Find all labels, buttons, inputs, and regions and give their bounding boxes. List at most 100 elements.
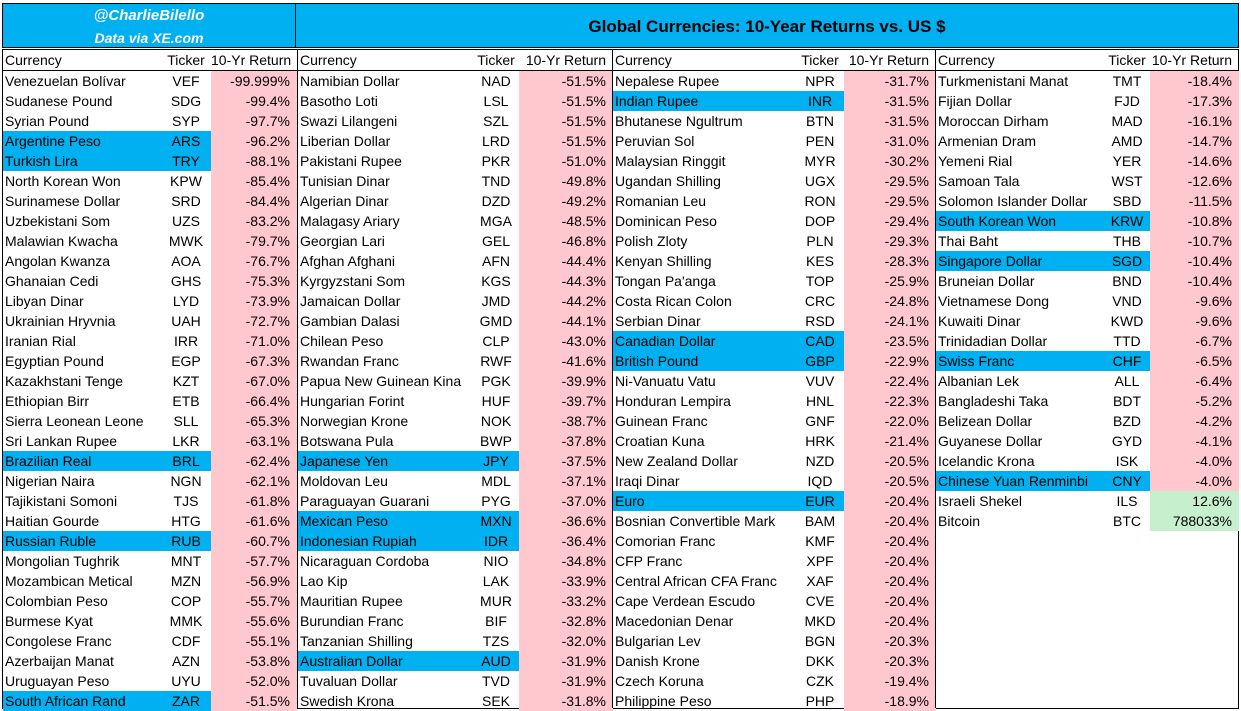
table-row: Sudanese Pound SDG -99.4% (3, 91, 297, 111)
ten-year-return: -4.0% (1150, 471, 1239, 491)
ten-year-return: -6.5% (1150, 351, 1239, 371)
currency-ticker: NIO (483, 553, 509, 569)
currency-ticker: MAD (1111, 113, 1143, 129)
currency-name: Bruneian Dollar (938, 273, 1035, 289)
ten-year-return: -9.6% (1150, 311, 1239, 331)
currency-name: Syrian Pound (5, 113, 90, 129)
currency-name: Angolan Kwanza (5, 253, 111, 269)
currency-name: Cape Verdean Escudo (615, 593, 756, 609)
currency-ticker: MZN (170, 573, 202, 589)
currency-ticker: CVE (805, 593, 835, 609)
table-row: Kazakhstani Tenge KZT -67.0% (3, 371, 297, 391)
table-row: Brazilian Real BRL -62.4% (3, 451, 297, 471)
ten-year-return: -20.4% (844, 611, 936, 631)
ten-year-return: -18.9% (844, 691, 936, 711)
currency-ticker: MYR (804, 153, 836, 169)
ten-year-return: -32.0% (519, 631, 613, 651)
ten-year-return: -71.0% (211, 331, 297, 351)
table-row: Indonesian Rupiah IDR -36.4% (298, 531, 613, 551)
column-header-currency: Currency (938, 52, 995, 68)
currency-ticker: PGK (481, 373, 511, 389)
currency-ticker: INR (796, 91, 844, 111)
currency-ticker: CHF (1104, 351, 1150, 371)
table-row: Peruvian Sol PEN -31.0% (613, 131, 936, 151)
currency-ticker: RUB (161, 531, 211, 551)
table-row: Ghanaian Cedi GHS -75.3% (3, 271, 297, 291)
currency-ticker: KZT (172, 373, 200, 389)
currency-name: Rwandan Franc (300, 353, 399, 369)
currency-ticker: SBD (1112, 193, 1142, 209)
currency-ticker: MGA (480, 213, 512, 229)
column-header-row: Currency Ticker 10-Yr Return (613, 50, 936, 71)
ten-year-return: -84.4% (211, 191, 297, 211)
ten-year-return: -97.7% (211, 111, 297, 131)
currency-ticker: YER (1112, 153, 1142, 169)
table-row: CFP Franc XPF -20.4% (613, 551, 936, 571)
currency-ticker: LRD (481, 133, 510, 149)
ten-year-return: -18.4% (1150, 71, 1239, 91)
currency-ticker: UAH (171, 313, 201, 329)
currency-ticker: MUR (480, 593, 512, 609)
column-header-return: 10-Yr Return (1151, 52, 1232, 68)
currency-ticker: TRY (161, 151, 211, 171)
table-row: Hungarian Forint HUF -39.7% (298, 391, 613, 411)
currency-name: Bhutanese Ngultrum (615, 113, 743, 129)
table-row: Azerbaijan Manat AZN -53.8% (3, 651, 297, 671)
table-row: Haitian Gourde HTG -61.6% (3, 511, 297, 531)
currency-ticker: COP (170, 593, 202, 609)
ten-year-return: -31.7% (844, 71, 936, 91)
column-header-row: Currency Ticker 10-Yr Return (3, 50, 297, 71)
currency-name: Kyrgyzstani Som (300, 273, 406, 289)
table-row: Rwandan Franc RWF -41.6% (298, 351, 613, 371)
currency-name: Peruvian Sol (615, 133, 695, 149)
table-row: Paraguayan Guarani PYG -37.0% (298, 491, 613, 511)
currency-ticker: IDR (473, 531, 519, 551)
ten-year-return: -43.0% (519, 331, 613, 351)
ten-year-return: -60.7% (211, 531, 297, 551)
ten-year-return: -65.3% (211, 411, 297, 431)
table-row: Belizean Dollar BZD -4.2% (936, 411, 1239, 431)
currency-name: Canadian Dollar (613, 331, 796, 351)
table-row: Russian Ruble RUB -60.7% (3, 531, 297, 551)
currency-name: Mongolian Tughrik (5, 553, 120, 569)
currency-ticker: SRD (171, 193, 201, 209)
currency-name: Uzbekistani Som (5, 213, 111, 229)
currency-ticker: MWK (168, 233, 204, 249)
table-row: Argentine Peso ARS -96.2% (3, 131, 297, 151)
currency-ticker: HRK (805, 433, 835, 449)
ten-year-return: -20.3% (844, 631, 936, 651)
currency-name: Philippine Peso (615, 693, 712, 709)
currency-ticker: SDG (170, 93, 202, 109)
currency-ticker: GMD (479, 313, 513, 329)
currency-ticker: KWD (1110, 313, 1144, 329)
currency-name: Venezuelan Bolívar (5, 73, 126, 89)
table-row: Honduran Lempira HNL -22.3% (613, 391, 936, 411)
currency-ticker: ARS (161, 131, 211, 151)
currency-ticker: AOA (171, 253, 201, 269)
title-header: Global Currencies: 10-Year Returns vs. U… (296, 3, 1239, 48)
currency-name: Polish Zloty (615, 233, 688, 249)
currency-name: Indian Rupee (613, 91, 796, 111)
currency-name: Indonesian Rupiah (298, 531, 473, 551)
table-row: Liberian Dollar LRD -51.5% (298, 131, 613, 151)
table-row: Egyptian Pound EGP -67.3% (3, 351, 297, 371)
currency-ticker: MDL (481, 473, 511, 489)
currency-ticker: GEL (481, 233, 510, 249)
table-row: Colombian Peso COP -55.7% (3, 591, 297, 611)
currency-name: Libyan Dinar (5, 293, 84, 309)
page-title: Global Currencies: 10-Year Returns vs. U… (588, 17, 946, 36)
currency-ticker: HTG (171, 513, 201, 529)
ten-year-return: -21.4% (844, 431, 936, 451)
ten-year-return: -30.2% (844, 151, 936, 171)
ten-year-return: -36.4% (519, 531, 613, 551)
table-row: Tajikistani Somoni TJS -61.8% (3, 491, 297, 511)
currency-ticker: CRC (804, 293, 836, 309)
currency-name: Ni-Vanuatu Vatu (615, 373, 716, 389)
table-row: Guinean Franc GNF -22.0% (613, 411, 936, 431)
currency-ticker: CLP (482, 333, 510, 349)
currency-name: Ghanaian Cedi (5, 273, 99, 289)
currency-ticker: KPW (170, 173, 202, 189)
currency-name: Solomon Islander Dollar (938, 193, 1088, 209)
table-row: Indian Rupee INR -31.5% (613, 91, 936, 111)
table-row: Botswana Pula BWP -37.8% (298, 431, 613, 451)
